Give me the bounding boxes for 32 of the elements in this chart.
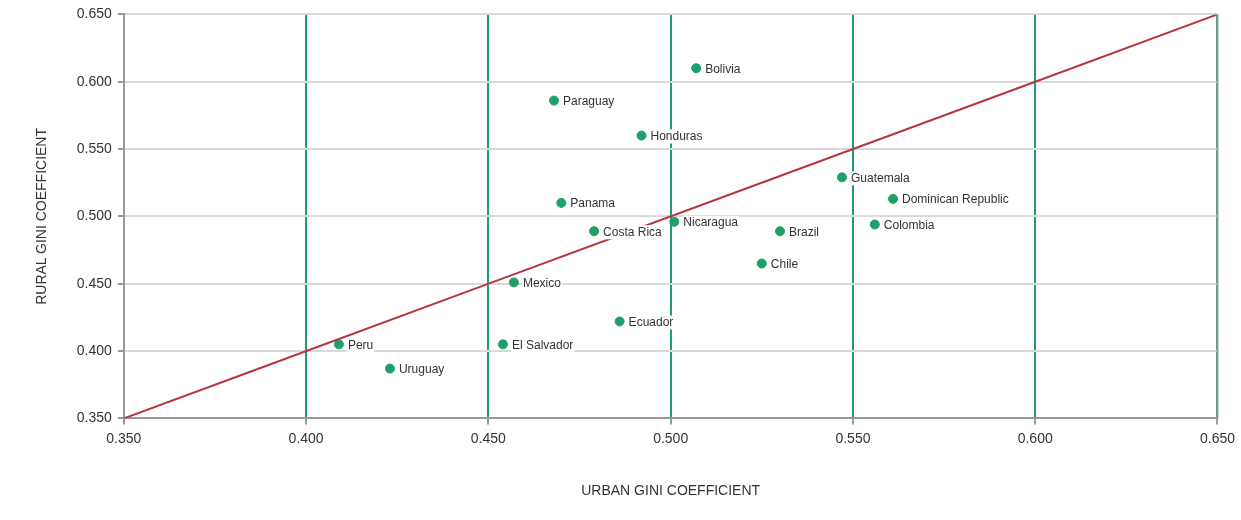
annotation: Uruguay <box>398 361 445 376</box>
y-tick-label: 0.650 <box>76 5 113 22</box>
x-tick-label: 0.450 <box>470 429 507 446</box>
annotation: Chile <box>770 256 799 271</box>
y-tick-label: 0.550 <box>76 139 113 156</box>
annotation: Guatemala <box>851 170 911 185</box>
x-tick-label: 0.500 <box>653 429 689 446</box>
annotation: Costa Rica <box>603 224 663 239</box>
x-axis-title: URBAN GINI COEFFICIENT <box>581 482 761 499</box>
annotation: Bolivia <box>705 61 741 76</box>
y-axis-title: RURAL GINI COEFFICIENT <box>33 127 50 305</box>
annotation: Mexico <box>522 275 562 290</box>
annotation: Ecuador <box>628 314 674 329</box>
x-tick-label: 0.350 <box>106 429 142 446</box>
y-tick-label: 0.350 <box>76 409 113 426</box>
annotation: El Salvador <box>511 337 574 352</box>
annotation: Honduras <box>650 128 703 143</box>
y-tick-label: 0.600 <box>76 72 113 89</box>
x-tick-label: 0.650 <box>1199 429 1236 446</box>
y-tick-label: 0.450 <box>76 274 113 291</box>
y-tick-label: 0.500 <box>76 207 113 224</box>
annotation: Nicaragua <box>683 215 739 230</box>
annotation: Dominican Republic <box>902 192 1009 207</box>
annotation: Panama <box>570 196 616 211</box>
x-tick-label: 0.600 <box>1017 429 1053 446</box>
x-tick-label: 0.550 <box>835 429 871 446</box>
annotation: Paraguay <box>563 93 615 108</box>
annotation: Peru <box>347 337 374 352</box>
annotation: Colombia <box>883 217 935 232</box>
x-tick-label: 0.400 <box>288 429 324 446</box>
y-tick-label: 0.400 <box>76 341 113 358</box>
annotation: Brazil <box>789 224 820 239</box>
